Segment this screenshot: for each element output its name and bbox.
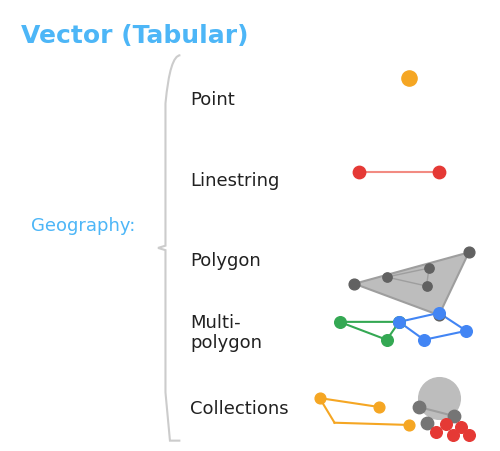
Point	[336, 318, 344, 326]
Point	[462, 327, 470, 335]
Point	[382, 273, 390, 281]
Text: Geography:: Geography:	[31, 216, 136, 235]
Point	[420, 336, 428, 343]
Point	[415, 404, 423, 411]
Point	[465, 249, 473, 256]
Point	[435, 309, 443, 317]
Text: Linestring: Linestring	[190, 172, 280, 190]
Text: Collections: Collections	[190, 400, 289, 418]
Point	[449, 432, 457, 439]
Point	[405, 421, 413, 428]
Point	[382, 336, 390, 343]
Text: Multi-
polygon: Multi- polygon	[190, 314, 262, 353]
Point	[435, 395, 443, 402]
Polygon shape	[354, 253, 469, 315]
Point	[316, 395, 324, 402]
Point	[435, 168, 443, 175]
Text: Polygon: Polygon	[190, 253, 261, 270]
Point	[422, 419, 430, 426]
Point	[458, 423, 466, 431]
Point	[425, 264, 433, 272]
Text: Vector (Tabular): Vector (Tabular)	[22, 24, 249, 48]
Point	[465, 432, 473, 439]
Point	[435, 312, 443, 319]
Point	[395, 318, 403, 326]
Point	[356, 168, 364, 175]
Point	[450, 412, 458, 419]
Point	[395, 318, 403, 326]
Point	[350, 280, 358, 287]
Point	[376, 404, 384, 411]
Point	[432, 428, 440, 435]
Text: Point: Point	[190, 91, 235, 109]
Point	[422, 282, 430, 290]
Point	[405, 74, 413, 81]
Point	[442, 420, 450, 427]
